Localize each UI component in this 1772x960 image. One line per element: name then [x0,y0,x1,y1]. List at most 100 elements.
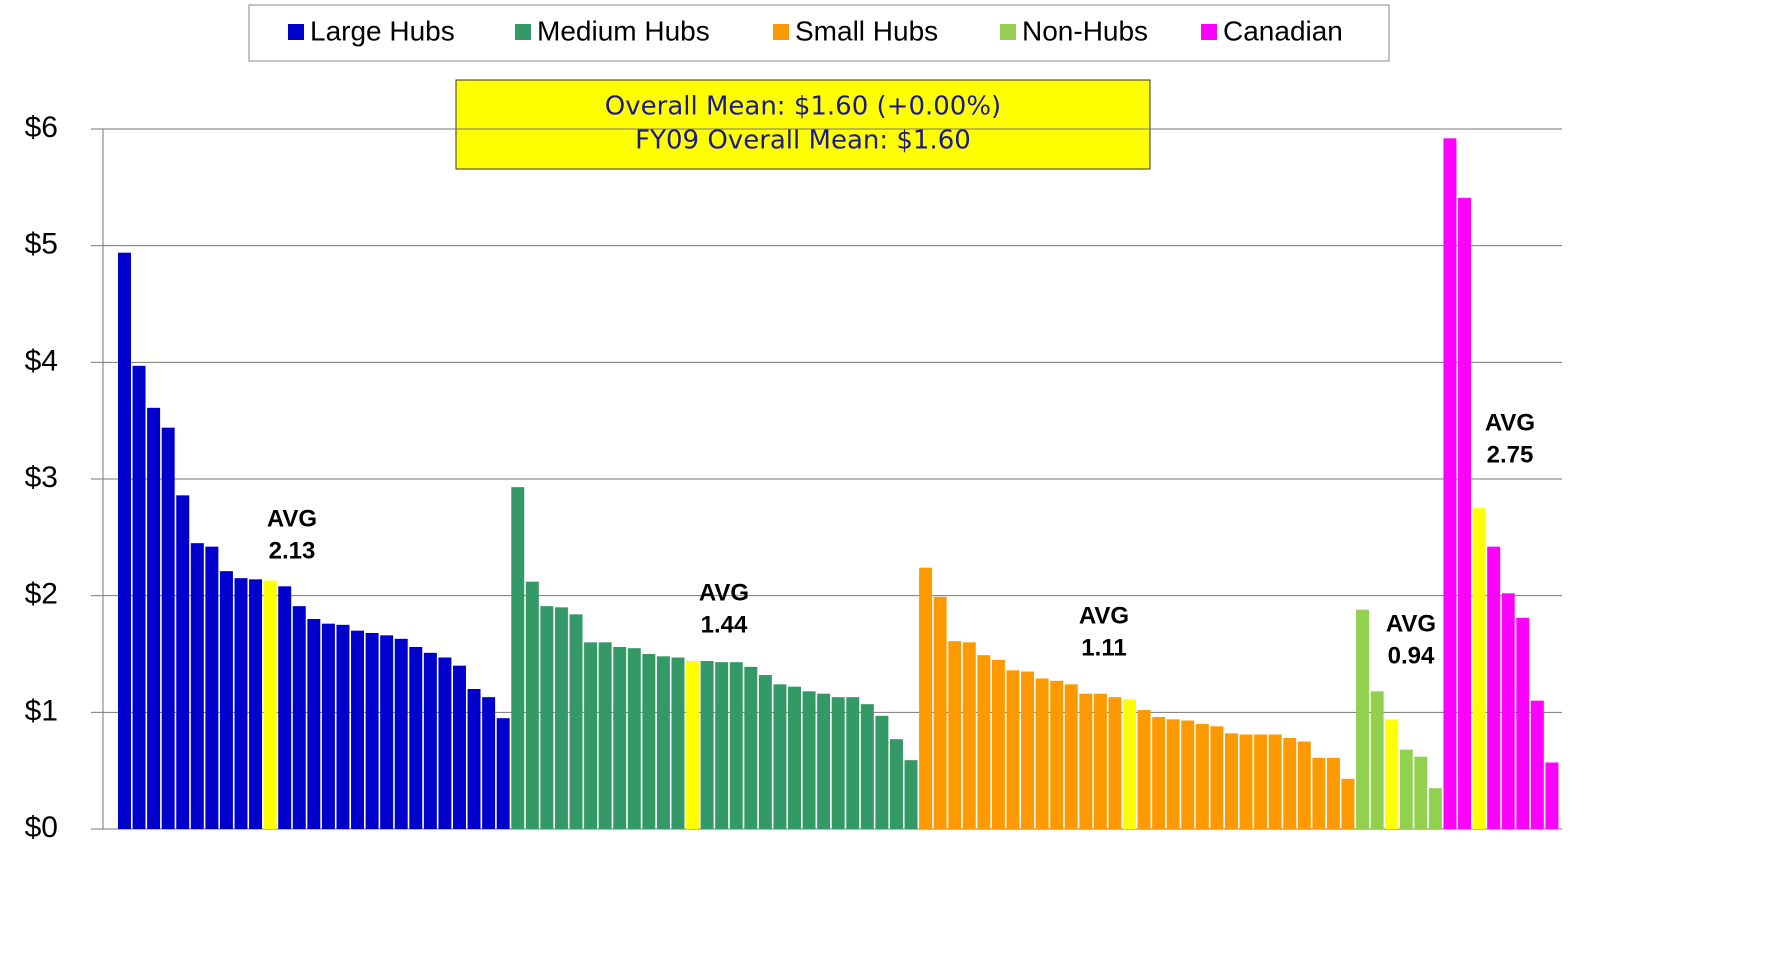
bar [249,579,263,829]
bar [1487,546,1501,829]
bar [380,635,394,829]
bar [817,693,831,829]
bar [1195,724,1209,829]
bar [948,641,962,829]
bar [482,697,496,829]
avg-value: 2.75 [1487,441,1534,468]
mean-note: Overall Mean: $1.60 (+0.00%) [605,92,1001,122]
bar [409,647,423,829]
legend-label: Medium Hubs [537,15,710,46]
bar [1050,680,1064,829]
bar [598,642,612,829]
bar [729,662,743,829]
bar [1152,717,1166,829]
average-bar [1472,508,1486,829]
legend-swatch [1000,24,1016,40]
bar [1326,757,1340,829]
bar [190,543,204,829]
bar [991,659,1005,829]
bar [365,633,379,829]
bar [307,619,321,829]
bar [758,675,772,829]
avg-value: 2.13 [269,537,316,564]
bar [1356,609,1370,829]
bar [1414,756,1428,829]
bar [802,691,816,829]
legend-label: Non-Hubs [1022,15,1148,46]
bar [1283,738,1297,829]
bar [554,607,568,829]
bar [336,624,350,829]
bar [977,655,991,829]
bar [1545,762,1559,829]
avg-value: 1.44 [701,611,748,638]
average-bar [686,661,700,829]
average-bar [1123,699,1136,829]
legend-swatch [288,24,304,40]
bar [467,689,481,829]
legend-label: Small Hubs [795,15,938,46]
y-tick-label: $2 [25,578,58,611]
bar [511,487,525,829]
bar [1021,671,1035,829]
average-bar [263,580,277,829]
y-tick-label: $6 [25,111,58,144]
bar [453,665,466,829]
avg-label: AVG [1485,409,1535,436]
bar [1341,778,1355,829]
bar [219,571,233,829]
bar [1312,757,1326,829]
avg-label: AVG [1079,602,1129,629]
bar [321,623,335,829]
average-bar [1385,719,1399,829]
y-tick-label: $5 [25,228,58,261]
bar [1166,719,1180,829]
bar [1006,670,1020,829]
bar [278,586,292,829]
bar [423,652,437,829]
bar [846,697,860,829]
bar [1268,734,1282,829]
bar [656,656,670,829]
legend-swatch [515,24,531,40]
bar [1370,691,1384,829]
bar [161,427,175,829]
bar [962,642,976,829]
y-tick-label: $4 [25,344,58,377]
bar [1501,593,1515,829]
bar [788,686,801,829]
bar [1516,617,1530,829]
bar [1035,678,1049,829]
bar [147,407,161,829]
bar [176,495,190,829]
bar [496,718,510,829]
bar [205,546,219,829]
bar [642,654,656,829]
bar [715,662,729,829]
bar [1181,720,1195,829]
bar [831,697,845,829]
bar [700,661,714,829]
bar [904,760,918,829]
bar [1399,749,1413,829]
avg-value: 0.94 [1388,642,1435,669]
bar [1530,700,1544,829]
bar [744,666,758,829]
legend-box [248,4,1390,62]
bar [525,581,539,829]
bar [1137,710,1151,829]
bar [671,657,685,829]
bar [933,596,947,829]
bar [1254,734,1268,829]
y-tick-label: $1 [25,694,58,727]
avg-label: AVG [699,579,749,606]
bar [584,642,598,829]
bar [919,567,933,829]
legend-label: Canadian [1223,15,1343,46]
avg-label: AVG [1386,610,1436,637]
bar [351,630,365,829]
bar [1064,684,1078,829]
y-tick-label: $3 [25,461,58,494]
bar [1108,697,1122,829]
